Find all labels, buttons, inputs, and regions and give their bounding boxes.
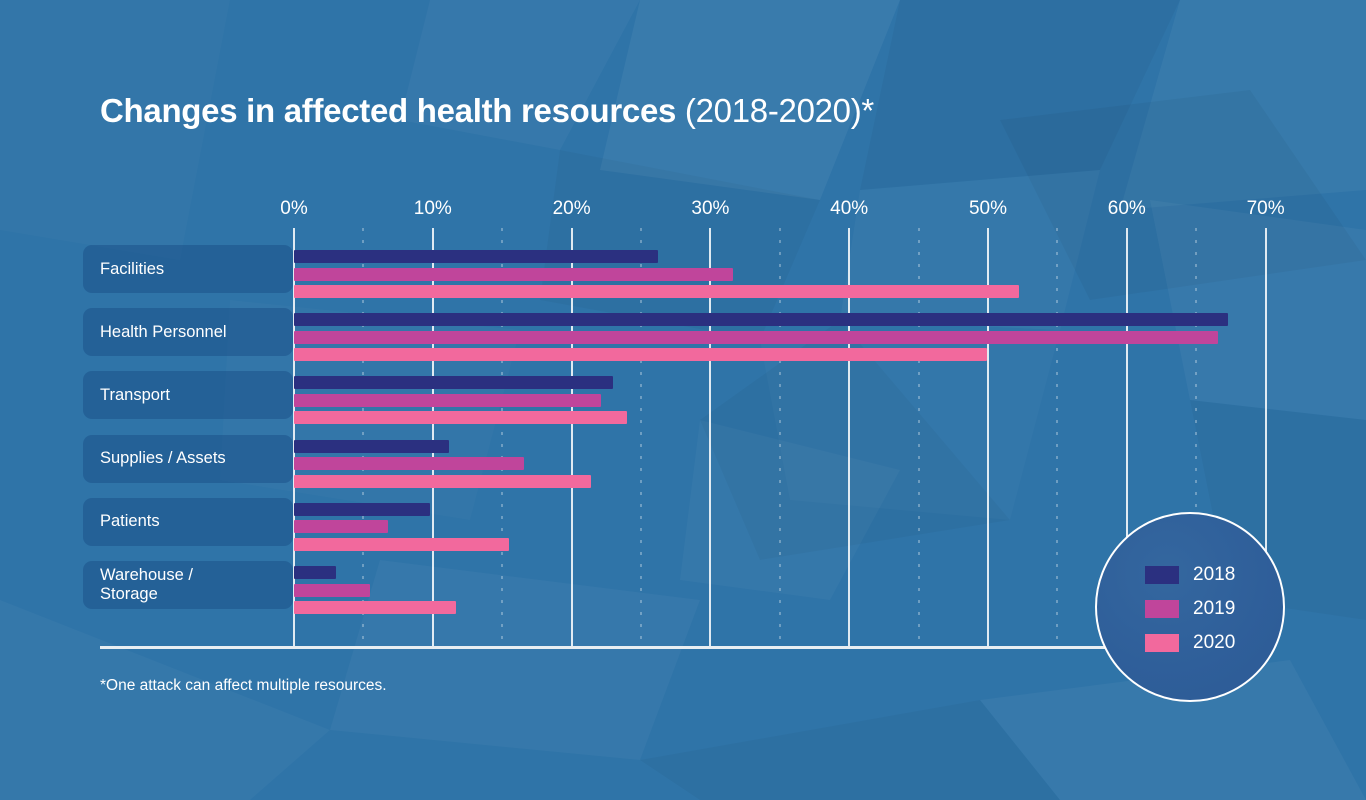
category-label-warehouse-storage: Warehouse / Storage: [83, 561, 293, 609]
legend: 2018 2019 2020: [1095, 512, 1285, 702]
gridline-minor: [501, 228, 504, 648]
category-label-facilities: Facilities: [83, 245, 293, 293]
gridline-minor: [778, 228, 781, 648]
legend-item-2019[interactable]: 2019: [1145, 598, 1235, 620]
gridline-minor: [362, 228, 365, 648]
gridline-major: [431, 228, 434, 648]
category-label-supplies-assets: Supplies / Assets: [83, 434, 293, 483]
legend-label: 2018: [1193, 564, 1236, 585]
gridline-minor: [640, 228, 642, 648]
gridline-major: [293, 228, 295, 648]
axis-tick-label: 50%: [968, 198, 1008, 219]
axis-tick-label: 40%: [830, 198, 869, 219]
gridline-major: [987, 228, 989, 648]
bar-2020-transport: [294, 411, 628, 425]
bar-2020-supplies-assets: [294, 474, 592, 488]
category-label-text: Transport: [100, 385, 170, 404]
legend-label: 2019: [1193, 598, 1236, 619]
axis-tick-label: 70%: [1246, 198, 1285, 219]
legend-swatch-icon: [1145, 600, 1179, 618]
legend-item-2018[interactable]: 2018: [1145, 564, 1235, 586]
category-label-text: Warehouse / Storage: [100, 566, 193, 603]
bar-2019-health-personnel: [294, 330, 1219, 344]
gridline-major: [1264, 228, 1267, 648]
bar-2018-transport: [294, 376, 614, 390]
bar-2020-patients: [294, 537, 510, 551]
legend-swatch-icon: [1145, 566, 1179, 584]
bar-2018-health-personnel: [294, 313, 1229, 327]
gridline-major: [848, 228, 851, 648]
bar-2019-transport: [294, 393, 601, 407]
category-label-text: Health Personnel: [100, 322, 227, 341]
bar-2020-warehouse-storage: [294, 601, 457, 614]
gridline-minor: [1195, 228, 1198, 648]
bar-2019-patients: [294, 520, 389, 534]
legend-label: 2020: [1193, 632, 1236, 653]
axis-tick-label: 60%: [1107, 198, 1146, 219]
page-title: Changes in affected health resources (20…: [100, 92, 874, 130]
bar-2018-facilities: [294, 250, 658, 263]
axis-baseline: [100, 646, 1155, 649]
category-label-transport: Transport: [83, 371, 293, 420]
category-label-text: Facilities: [100, 259, 165, 278]
axis-tick-label: 30%: [691, 198, 730, 219]
axis-tick-label: 20%: [552, 198, 591, 219]
bar-2019-warehouse-storage: [294, 583, 371, 597]
bar-2020-facilities: [294, 285, 1019, 298]
title-main: Changes in affected health resources: [100, 92, 685, 129]
bar-2019-facilities: [294, 267, 733, 281]
category-label-health-personnel: Health Personnel: [83, 308, 293, 357]
bar-2020-health-personnel: [294, 348, 987, 362]
bar-2018-patients: [294, 502, 431, 516]
footnote: *One attack can affect multiple resource…: [100, 677, 387, 694]
category-label-text: Supplies / Assets: [100, 449, 226, 468]
gridline-minor: [917, 228, 920, 648]
legend-swatch-icon: [1145, 634, 1179, 652]
axis-tick-label: 0%: [280, 198, 308, 219]
bar-2019-supplies-assets: [294, 457, 525, 471]
title-sub: (2018-2020)*: [684, 92, 874, 129]
legend-item-2020[interactable]: 2020: [1145, 632, 1235, 654]
bar-2018-supplies-assets: [294, 439, 450, 453]
gridline-minor: [1056, 228, 1059, 648]
gridline-major: [709, 228, 712, 648]
bar-2018-warehouse-storage: [294, 566, 336, 579]
axis-tick-label: 10%: [413, 198, 452, 219]
gridline-major: [1125, 228, 1128, 648]
gridline-major: [570, 228, 573, 648]
category-label-patients: Patients: [83, 497, 293, 546]
category-label-text: Patients: [100, 512, 160, 531]
